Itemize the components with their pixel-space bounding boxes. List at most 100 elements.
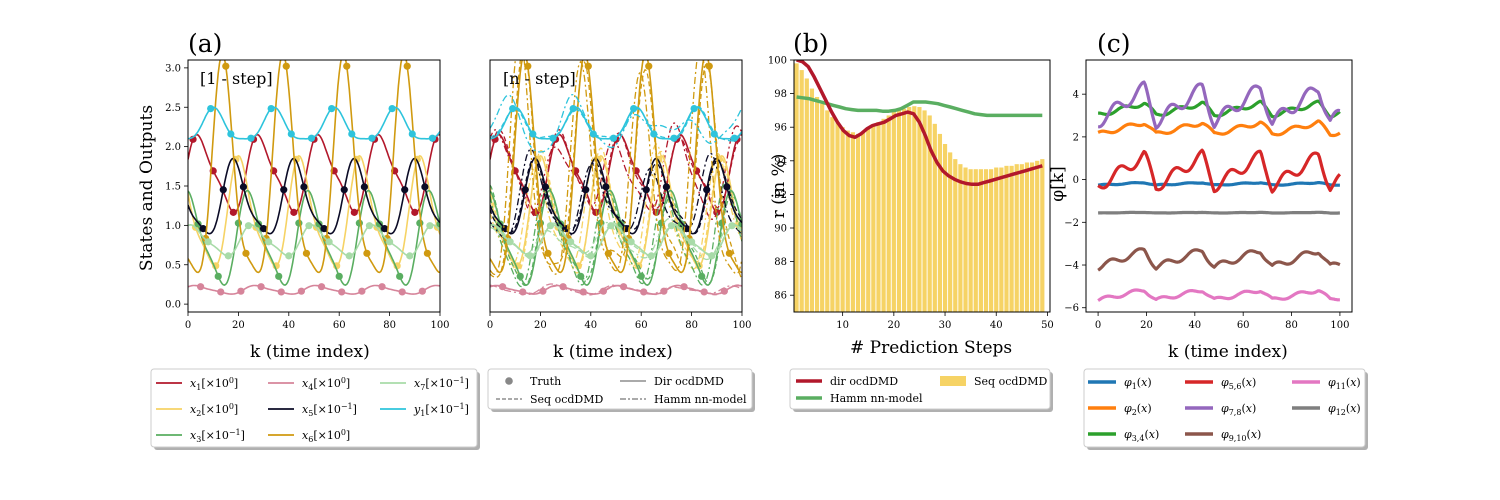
legend-a2-label: Truth (530, 375, 561, 388)
panel-a2-truth-point (541, 183, 550, 191)
panel-a2-truth-point (713, 208, 721, 216)
panel-a-truth-point (403, 62, 411, 70)
panel-a-truth-point (242, 249, 250, 257)
panel-a-truth-point (239, 183, 248, 191)
panel-a-series-line (188, 106, 440, 140)
panel-a2-series-hamm (490, 283, 742, 296)
bar-seq-ocddmd (1004, 165, 1009, 312)
panel-a-truth-point (265, 238, 273, 246)
legend-a: x1[×100] x2[×100] x3[×10−1] x4[×100] x5[×10−… (150, 368, 480, 450)
bar-seq-ocddmd (799, 70, 804, 312)
panel-a-truth-point (199, 225, 207, 233)
panel-a-ytick-label: 2.5 (165, 103, 181, 114)
panel-a-truth-point (355, 219, 363, 227)
panel-a-truth-point (378, 283, 386, 291)
panel-c-xtick-label: 100 (1330, 320, 1349, 331)
panel-a-truth-point (343, 62, 351, 70)
panel-a2-truth-point (524, 62, 532, 70)
panel-a-truth-point (421, 183, 429, 191)
panel-b-chart: 10 20 30 40 50 86 88 90 92 94 96 98 100 (768, 56, 1054, 332)
panel-a2-truth-point (519, 288, 527, 296)
panel-a-xlabel: k (time index) (250, 342, 370, 362)
panel-a2-truth-point (589, 130, 597, 138)
panel-a-ytick-label: 1.0 (165, 221, 181, 232)
phi-series-line (1097, 148, 1342, 194)
panel-a-truth-point (388, 104, 396, 113)
panel-a-truth-point (280, 186, 288, 194)
bar-seq-ocddmd (1040, 159, 1045, 312)
legend-b-swatch (940, 376, 966, 386)
panel-a-truth-point (396, 272, 404, 280)
panel-a2-truth-point (700, 288, 708, 296)
panel-a2-series-hamm (490, 93, 742, 153)
panel-a-truth-point (305, 222, 313, 230)
bar-seq-ocddmd (1009, 165, 1014, 312)
panel-a-truth-point (426, 222, 434, 230)
panel-a2-truth-point (579, 288, 587, 296)
panel-a-truth-point (423, 249, 431, 257)
panel-c-ylabel: φ[k] (1048, 166, 1068, 201)
panel-a-truth-point (358, 287, 366, 295)
panel-a2-xtick-label: 40 (584, 320, 597, 331)
panel-a2-chart: 0 20 40 60 80 100 (487, 59, 752, 331)
panel-a2-truth-point (720, 287, 728, 295)
panel-a2-series-seq (490, 284, 742, 296)
panel-c-frame (1085, 59, 1353, 313)
panel-a-series-line (188, 157, 440, 235)
legend-a2-swatch (505, 377, 513, 385)
bar-seq-ocddmd (1029, 162, 1035, 312)
panel-a2-truth-point (718, 219, 726, 227)
panel-a-truth-point (295, 219, 303, 227)
legend-a-label: x2[×100] (190, 402, 238, 418)
bar-seq-ocddmd (830, 117, 835, 312)
panel-a-xtick-label: 60 (333, 320, 346, 331)
panel-a-series-line (188, 60, 440, 274)
legend-a2-label: Seq ocdDMD (530, 393, 603, 406)
bar-seq-ocddmd (917, 107, 922, 312)
panel-c-xtick-label: 0 (1095, 320, 1101, 331)
panel-a-truth-point (348, 130, 356, 138)
panel-a-truth-point (287, 130, 295, 138)
panel-a-truth-point (197, 283, 205, 291)
panel-a-truth-point (406, 252, 414, 260)
panel-c-xtick-label: 20 (1140, 320, 1153, 331)
panel-a-truth-point (260, 225, 268, 233)
panel-a-ytick-label: 2.0 (165, 142, 181, 153)
panel-a2-plot-area (490, 60, 742, 296)
panel-a2-xtick-label: 100 (732, 320, 751, 331)
bar-seq-ocddmd (999, 167, 1004, 312)
panel-a-truth-point (317, 283, 326, 291)
panel-a2-truth-point (602, 183, 610, 191)
panel-a2-truth-point (582, 186, 590, 194)
panel-c-ytick-label: −6 (1064, 303, 1079, 314)
legend-a2-label: Dir ocdDMD (654, 375, 724, 388)
bar-seq-ocddmd (794, 63, 799, 312)
panel-a-truth-point (217, 288, 225, 296)
panel-a-truth-point (247, 134, 255, 142)
panel-a-truth-point (282, 62, 290, 70)
bar-seq-ocddmd (804, 78, 809, 312)
panel-a-truth-point (320, 225, 328, 233)
panel-a2-frame (489, 59, 743, 313)
panel-a2-truth-point (665, 249, 673, 257)
panel-a-truth-point (328, 104, 336, 113)
panel-a-truth-point (237, 287, 245, 295)
panel-a2-truth-point (567, 238, 575, 246)
panel-a2-xtick-label: 0 (487, 320, 493, 331)
panel-a-truth-point (335, 272, 343, 280)
panel-a2-truth-point (584, 62, 592, 70)
panel-a2-truth-point (645, 62, 653, 70)
panel-a-frame (187, 59, 441, 313)
bar-seq-ocddmd (886, 115, 891, 312)
legend-b-label: Seq ocdDMD (974, 375, 1047, 388)
panel-a2-truth-point (728, 222, 736, 230)
panel-a2-series-line (490, 189, 742, 286)
legend-a-label: y1[×10−1] (413, 402, 469, 418)
panel-b-ytick-label: 92 (774, 190, 787, 201)
bar-seq-ocddmd (1035, 160, 1040, 312)
bar-seq-ocddmd (973, 169, 978, 312)
bar-seq-ocddmd (927, 115, 932, 312)
panel-a2-truth-point (690, 104, 698, 113)
phi-series-line (1097, 80, 1341, 130)
